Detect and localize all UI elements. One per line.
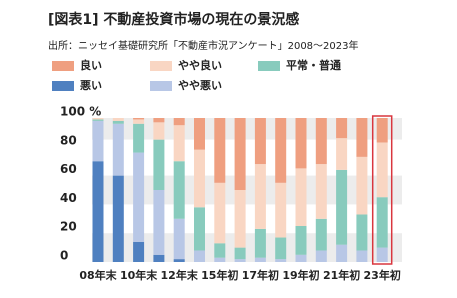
bar-segment xyxy=(315,250,327,262)
highlight-box xyxy=(371,115,393,265)
x-tick-label: 23年初 xyxy=(364,268,401,282)
x-tick-label: 17年初 xyxy=(242,268,279,282)
bar-segment xyxy=(92,161,104,262)
bar-segment xyxy=(275,182,287,238)
bar-segment xyxy=(376,247,388,262)
legend-label: やや悪い xyxy=(178,79,222,92)
bar-segment xyxy=(376,197,388,248)
bar-segment xyxy=(173,161,185,219)
bar-segment xyxy=(133,118,145,120)
y-tick-label: 80 xyxy=(60,133,77,147)
bar-segment xyxy=(133,119,145,124)
y-tick-label: 40 xyxy=(60,191,77,205)
chart-title: [図表1] 不動産投資市場の現在の景況感 xyxy=(48,11,299,28)
bar-segment xyxy=(153,122,165,140)
y-tick-label: 100 % xyxy=(60,105,101,119)
bar-segment xyxy=(153,190,165,255)
y-tick-label: 20 xyxy=(60,220,77,234)
bar-segment xyxy=(173,118,185,126)
x-tick-label: 12年末 xyxy=(161,268,199,282)
bar-segment xyxy=(275,118,287,183)
legend-swatch xyxy=(258,61,280,71)
legend-label: やや良い xyxy=(178,58,222,72)
bar-segment xyxy=(112,120,124,124)
bar-segment xyxy=(153,139,165,190)
bar-segment xyxy=(356,156,368,215)
bar-segment xyxy=(173,125,185,162)
bar-segment xyxy=(133,152,145,242)
bar-segment xyxy=(254,164,266,229)
bar-segment xyxy=(194,250,205,262)
bar-segment xyxy=(133,123,145,153)
bar-segment xyxy=(275,259,287,262)
bar-segment xyxy=(194,149,205,208)
bar-segment xyxy=(214,182,226,244)
bar-segment xyxy=(336,118,348,139)
bar-segment xyxy=(376,118,388,143)
x-tick-label: 19年初 xyxy=(282,268,319,282)
x-tick-label: 08年末 xyxy=(79,268,117,282)
legend-swatch xyxy=(150,61,172,71)
x-tick-label: 21年初 xyxy=(323,268,360,282)
bar-segment xyxy=(92,120,104,162)
bar-segment xyxy=(92,119,104,121)
bar-segment xyxy=(254,118,266,165)
chart-subtitle: 出所：ニッセイ基礎研究所「不動産市況アンケート」2008～2023年 xyxy=(48,39,359,52)
bar-segment xyxy=(153,254,165,262)
bar-segment xyxy=(295,254,307,262)
bar-segment xyxy=(214,257,226,262)
bar-segment xyxy=(356,118,368,157)
bar-segment xyxy=(214,118,226,183)
bar-segment xyxy=(315,218,327,251)
bar-segment xyxy=(234,190,246,248)
legend-label: 良い xyxy=(80,58,102,72)
bar-segment xyxy=(315,118,327,165)
legend-swatch xyxy=(52,81,74,91)
bar-segment xyxy=(133,241,145,262)
bar-segment xyxy=(295,168,307,226)
bar-segment xyxy=(92,118,104,120)
bar-segment xyxy=(234,247,246,260)
legend-swatch xyxy=(52,61,74,71)
bar-segment xyxy=(254,257,266,262)
bar-segment xyxy=(356,214,368,251)
x-tick-label: 15年初 xyxy=(201,268,238,282)
bar-segment xyxy=(376,142,388,198)
bar-segment xyxy=(295,118,307,169)
bar-segment xyxy=(275,237,287,260)
y-tick-label: 60 xyxy=(60,162,77,176)
bar-segment xyxy=(194,207,205,251)
bar-segment xyxy=(173,218,185,260)
bar-segment xyxy=(112,123,124,176)
bar-segment xyxy=(295,226,307,255)
bar-segment xyxy=(214,243,226,258)
bar-segment xyxy=(336,169,348,245)
bar-segment xyxy=(336,244,348,262)
bar-segment xyxy=(336,138,348,170)
bar-segment xyxy=(234,118,246,190)
bar-segment xyxy=(234,259,246,262)
y-tick-label: 0 xyxy=(60,249,68,263)
bar-segment xyxy=(112,118,124,121)
legend-label: 平常・普通 xyxy=(286,58,341,72)
bar-segment xyxy=(194,118,205,150)
bar-segment xyxy=(254,228,266,258)
bar-segment xyxy=(153,118,165,123)
legend-label: 悪い xyxy=(80,79,102,92)
bar-segment xyxy=(173,259,185,262)
x-tick-label: 10年末 xyxy=(120,268,158,282)
legend-swatch xyxy=(150,81,172,91)
bar-segment xyxy=(315,164,327,219)
bar-segment xyxy=(356,250,368,262)
bar-segment xyxy=(112,175,124,262)
